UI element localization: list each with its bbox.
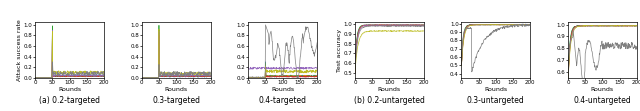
Y-axis label: Test accuracy: Test accuracy: [337, 28, 342, 71]
Text: 0.3-untargeted: 0.3-untargeted: [467, 96, 525, 105]
X-axis label: Rounds: Rounds: [484, 87, 508, 92]
X-axis label: Rounds: Rounds: [378, 87, 401, 92]
X-axis label: Rounds: Rounds: [591, 87, 614, 92]
X-axis label: Rounds: Rounds: [58, 87, 81, 92]
Text: 0.3-targeted: 0.3-targeted: [152, 96, 200, 105]
Text: (b) 0.2-untargeted: (b) 0.2-untargeted: [354, 96, 425, 105]
Text: 0.4-untargeted: 0.4-untargeted: [573, 96, 631, 105]
X-axis label: Rounds: Rounds: [164, 87, 188, 92]
Text: 0.4-targeted: 0.4-targeted: [259, 96, 307, 105]
Y-axis label: Attack success rate: Attack success rate: [17, 19, 22, 81]
Text: (a) 0.2-targeted: (a) 0.2-targeted: [39, 96, 100, 105]
X-axis label: Rounds: Rounds: [271, 87, 294, 92]
